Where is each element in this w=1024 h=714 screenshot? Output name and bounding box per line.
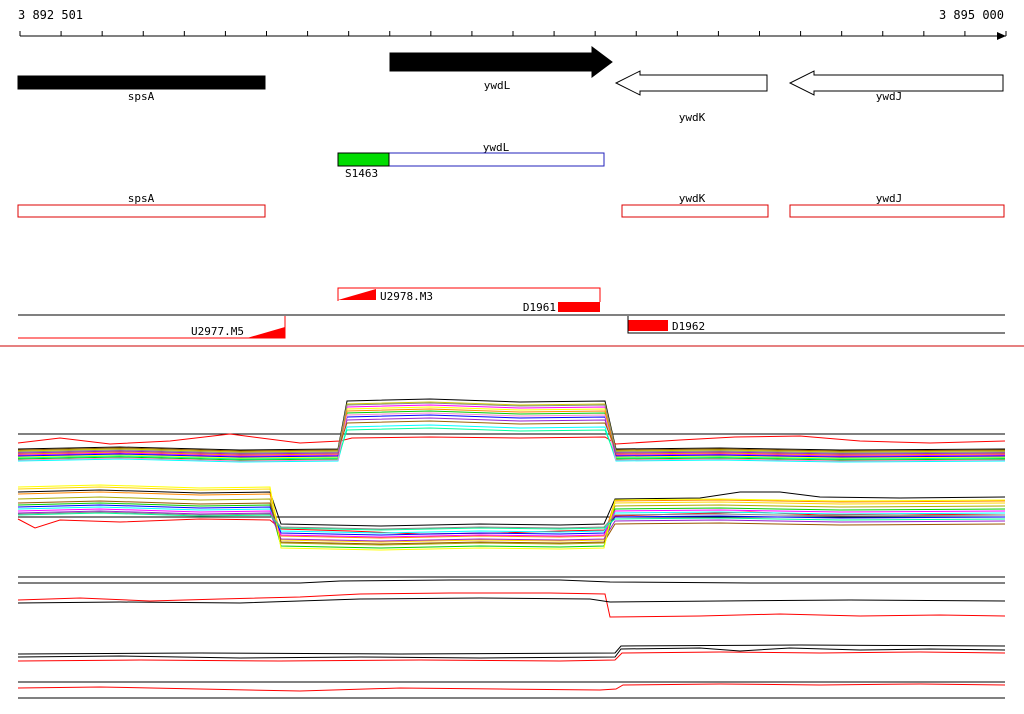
probe-D1961-box[interactable] [558,302,600,312]
gene-ywdK-glyph[interactable] [614,70,768,96]
panel-2-trace-9 [17,510,1006,542]
panel-2-trace-8 [17,508,1006,538]
ruler-arrowhead-icon [997,32,1006,40]
panel-1-trace-4 [17,401,1006,453]
region-ywdK-label: ywdK [679,192,706,205]
panel-2-trace-12 [17,512,1006,531]
panel-2-trace-4 [17,496,1006,546]
panel-1-trace-0 [17,398,1006,451]
panel-3-trace-2 [17,597,1006,604]
probe-step-line [627,316,1005,334]
panel-1-trace-5 [17,410,1006,461]
panel-4-trace-0 [17,647,1006,659]
gene-ywdJ-label: ywdJ [876,90,903,103]
probe-U2977M5-label: U2977.M5 [191,325,244,338]
gene-ywdL-glyph[interactable] [389,46,613,78]
panel-1-trace-10 [17,427,1006,460]
ruler-start-coordinate: 3 892 501 [18,8,84,22]
panel-1-trace-7 [17,414,1006,458]
panel-1-trace-3 [17,406,1006,459]
gene-ywdL-label: ywdL [484,79,511,92]
probe-D1961-label: D1961 [523,301,556,314]
panel-1-trace-2 [17,404,1006,457]
panel-1-trace-6 [17,424,1006,463]
panel-2-trace-13 [17,511,1006,530]
transcript-ywdL-box[interactable] [388,152,605,167]
panel-2-trace-2 [17,491,1006,539]
panel-1-trace-9 [17,417,1006,455]
gene-spsA-glyph[interactable] [17,75,266,90]
segment-S1463-label: S1463 [345,167,378,180]
probe-U2978M3-label: U2978.M3 [380,290,433,303]
panel-1-trace-8 [17,408,1006,456]
panel-1-trace-1 [17,433,1006,445]
panel-1-trace-12 [17,420,1006,452]
panel-4-trace-2 [17,651,1006,662]
region-ywdJ-label: ywdJ [876,192,903,205]
probe-D1962-box[interactable] [628,320,668,331]
panel-2-trace-5 [17,502,1006,549]
probe-U2977M5-wedge[interactable] [247,327,285,338]
panel-2-trace-11 [17,484,1006,551]
gene-ywdK-label: ywdK [679,111,706,124]
panel-3-trace-1 [17,592,1006,618]
segment-S1463-box[interactable] [337,152,390,167]
region-ywdK-box[interactable] [621,204,769,218]
panel-1-trace-13 [17,402,1006,454]
panel-4-trace-1 [17,644,1006,655]
panel-3-trace-0 [18,579,1005,584]
panel-2-trace-3 [17,486,1006,543]
probe-D1962-label: D1962 [672,320,705,333]
panel-2-trace-0 [17,489,1006,527]
ruler-end-coordinate: 3 895 000 [938,8,1004,22]
gene-ywdJ-glyph[interactable] [788,70,1004,96]
probe-U2977M5-line [18,316,286,339]
panel-2-trace-10 [17,500,1006,545]
panel-4-trace-4 [17,683,1006,692]
probe-U2978M3-line [337,287,601,302]
region-spsA-label: spsA [128,192,155,205]
region-spsA-box[interactable] [17,204,266,218]
probe-U2978M3-wedge[interactable] [338,289,376,300]
gene-spsA-label: spsA [128,90,155,103]
region-ywdJ-box[interactable] [789,204,1005,218]
transcript-ywdL-label: ywdL [483,141,510,154]
panel-2-trace-7 [17,504,1006,536]
panel-2-trace-6 [17,506,1006,534]
panel-1-trace-11 [17,412,1006,462]
